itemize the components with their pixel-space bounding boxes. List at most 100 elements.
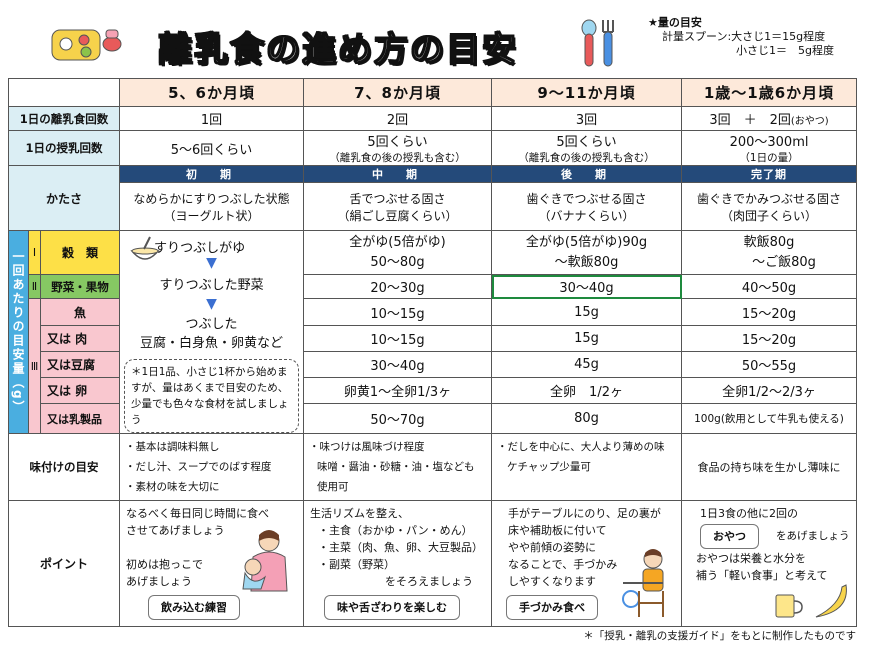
point-badge: 手づかみ食べ bbox=[506, 595, 599, 620]
point-cell: 生活リズムを整え、 ・主食（おかゆ・パン・めん） ・主菜（肉、魚、卵、大豆製品）… bbox=[303, 500, 493, 627]
early-tip: ＊1日1品、小さじ1杯から始めますが、量はあくまで目安のため、少量でも色々な食材… bbox=[124, 359, 300, 433]
stage-label: 中 期 bbox=[303, 165, 493, 183]
amount-cell: 15g bbox=[491, 298, 683, 326]
amount-value: ～ご飯80g bbox=[752, 254, 816, 270]
milk-sub: （離乳食の後の授乳も含む） bbox=[518, 152, 655, 164]
mother-baby-icon bbox=[242, 530, 288, 592]
point-line: 補う「軽い食事」と考えて bbox=[696, 569, 828, 582]
milk-sub: （離乳食の後の授乳も含む） bbox=[329, 152, 466, 164]
amount-cell: 軟飯80g ～ご飯80g bbox=[681, 230, 858, 275]
point-line: 初めは抱っこで bbox=[126, 558, 204, 571]
milk-sub: （1日の量） bbox=[739, 152, 799, 164]
early-protein-2: 豆腐・白身魚・卵黄など bbox=[140, 336, 284, 351]
item-dairy: 又は乳製品 bbox=[39, 403, 121, 434]
group-label: Ⅰ bbox=[28, 230, 41, 275]
amount-cell: 20～30g bbox=[303, 274, 493, 299]
point-line: なることで、手づかみ bbox=[508, 558, 618, 571]
item-meat: 又は 肉 bbox=[39, 325, 121, 352]
milk-value: 5回くらい bbox=[556, 135, 617, 150]
amount-cell: 100g(飲用として牛乳も使える) bbox=[681, 403, 858, 434]
meals-extra: (おやつ) bbox=[790, 116, 829, 127]
point-line: をそろえましょう bbox=[385, 575, 474, 588]
texture-sub: （バナナくらい） bbox=[538, 208, 635, 223]
footer-note: ＊「授乳・離乳の支援ガイド」をもとに制作したものです bbox=[583, 630, 856, 642]
point-line: 1日3食の他に2回の bbox=[700, 507, 799, 520]
flavor-cell: ・だしを中心に、大人より薄めの味 ケチャップ少量可 bbox=[491, 433, 683, 501]
cup-icon bbox=[775, 594, 803, 618]
measure-note: ★量の目安 計量スプーン:大さじ1＝15g程度 小さじ1＝ 5g程度 bbox=[648, 16, 834, 58]
note-line1: 計量スプーン:大さじ1＝15g程度 bbox=[662, 30, 826, 43]
amount-value: 軟飯80g bbox=[743, 234, 795, 250]
amount-side-label: 一回あたりの目安量（g） bbox=[8, 230, 29, 434]
baby-plate-icon bbox=[51, 29, 122, 61]
amount-cell-selected[interactable]: 30～40g bbox=[491, 274, 683, 299]
amount-cell: 15～20g bbox=[681, 325, 858, 352]
amount-cell: 10～15g bbox=[303, 298, 493, 326]
bowl-icon bbox=[130, 236, 160, 260]
header: 離乳食の進め方の目安 ★量の目安 計量スプーン:大さじ1＝15g程度 小さじ1＝… bbox=[0, 0, 878, 78]
stage-label: 後 期 bbox=[491, 165, 683, 183]
texture-sub: （絹ごし豆腐くらい） bbox=[337, 208, 458, 223]
flavor-line: ・素材の味を大切に bbox=[125, 481, 220, 493]
meals-cell: 1回 bbox=[119, 106, 305, 131]
col-header-2: 7、8か月頃 bbox=[303, 78, 493, 107]
milk-cell: 5回くらい （離乳食の後の授乳も含む） bbox=[491, 130, 683, 166]
amount-cell: 80g bbox=[491, 403, 683, 434]
flavor-line: ・だしを中心に、大人より薄めの味 bbox=[497, 441, 665, 453]
item-veg: 野菜・果物 bbox=[39, 274, 121, 299]
texture-value: なめらかにすりつぶした状態 bbox=[133, 191, 290, 206]
point-cell: 1日3食の他に2回の おやつ をあげましょう おやつは栄養と水分を 補う「軽い食… bbox=[681, 500, 858, 627]
arrow-down-icon: ▼ bbox=[206, 296, 217, 312]
flavor-cell: ・基本は調味料無し ・だし汁、スープでのばす程度 ・素材の味を大切に bbox=[119, 433, 305, 501]
point-line: なるべく毎日同じ時間に食べ bbox=[126, 507, 270, 520]
flavor-line: ケチャップ少量可 bbox=[507, 461, 591, 473]
amount-cell: 50～70g bbox=[303, 403, 493, 434]
milk-value: 200～300ml bbox=[729, 135, 809, 150]
col-header-4: 1歳～1歳6か月頃 bbox=[681, 78, 858, 107]
amount-value: ～軟飯80g bbox=[554, 254, 619, 270]
texture-cell: 舌でつぶせる固さ （絹ごし豆腐くらい） bbox=[303, 182, 493, 231]
group-label: Ⅱ bbox=[28, 274, 41, 299]
milk-value: 5～6回くらい bbox=[170, 142, 253, 158]
flavor-cell: ・味つけは風味づけ程度 味噌・醤油・砂糖・油・塩なども 使用可 bbox=[303, 433, 493, 501]
point-cell: なるべく毎日同じ時間に食べ させてあげましょう 初めは抱っこで あげましょう 飲… bbox=[119, 500, 305, 627]
amount-cell: 10～15g bbox=[303, 325, 493, 352]
snack-badge: おやつ bbox=[700, 524, 760, 549]
banana-icon bbox=[815, 584, 847, 618]
point-line: ・副菜（野菜） bbox=[318, 558, 396, 571]
point-badge: 飲み込む練習 bbox=[148, 595, 241, 620]
item-fish: 魚 bbox=[39, 298, 121, 326]
texture-cell: 歯ぐきでつぶせる固さ （バナナくらい） bbox=[491, 182, 683, 231]
texture-sub: （ヨーグルト状） bbox=[163, 208, 260, 223]
flavor-line: ・味つけは風味づけ程度 bbox=[309, 441, 425, 453]
amount-cell: 15g bbox=[491, 325, 683, 352]
amount-cell: 30～40g bbox=[303, 351, 493, 378]
flavor-line: 味噌・醤油・砂糖・油・塩なども bbox=[317, 461, 475, 473]
meals-cell: 2回 bbox=[303, 106, 493, 131]
point-line: 生活リズムを整え、 bbox=[310, 507, 410, 520]
meals-value: 3回 ＋ 2回 bbox=[709, 113, 791, 128]
amount-value: 全がゆ(5倍がゆ) bbox=[349, 234, 446, 250]
amount-cell: 15～20g bbox=[681, 298, 858, 326]
point-line: 床や補助板に付いて bbox=[508, 524, 607, 537]
flavor-line: 使用可 bbox=[317, 481, 349, 493]
point-line: やや前傾の姿勢に bbox=[508, 541, 597, 554]
texture-cell: なめらかにすりつぶした状態 （ヨーグルト状） bbox=[119, 182, 305, 231]
note-title: ★量の目安 bbox=[648, 16, 702, 29]
point-line: しやすくなります bbox=[508, 575, 596, 588]
meals-cell: 3回 ＋ 2回(おやつ) bbox=[681, 106, 858, 131]
milk-value: 5回くらい bbox=[367, 135, 428, 150]
weaning-table: 5、6か月頃 7、8か月頃 9～11か月頃 1歳～1歳6か月頃 1日の離乳食回数… bbox=[7, 78, 858, 627]
meals-label: 1日の離乳食回数 bbox=[7, 106, 121, 131]
early-protein-1: つぶした bbox=[185, 317, 238, 332]
point-badge: 味や舌ざわりを楽しむ bbox=[324, 595, 461, 620]
flavor-line: ・だし汁、スープでのばす程度 bbox=[125, 461, 272, 473]
page-title: 離乳食の進め方の目安 bbox=[157, 29, 518, 71]
stage-label: 初 期 bbox=[119, 165, 305, 183]
early-stage-cell: すりつぶしがゆ ▼ すりつぶした野菜 ▼ つぶした 豆腐・白身魚・卵黄など ＊1… bbox=[119, 230, 305, 434]
item-tofu: 又は豆腐 bbox=[39, 351, 121, 378]
amount-cell: 全卵 1/2ヶ bbox=[491, 377, 683, 404]
stage-label: 完了期 bbox=[681, 165, 858, 183]
texture-value: 舌でつぶせる固さ bbox=[349, 191, 446, 206]
early-grain: すりつぶしがゆ bbox=[154, 241, 246, 256]
